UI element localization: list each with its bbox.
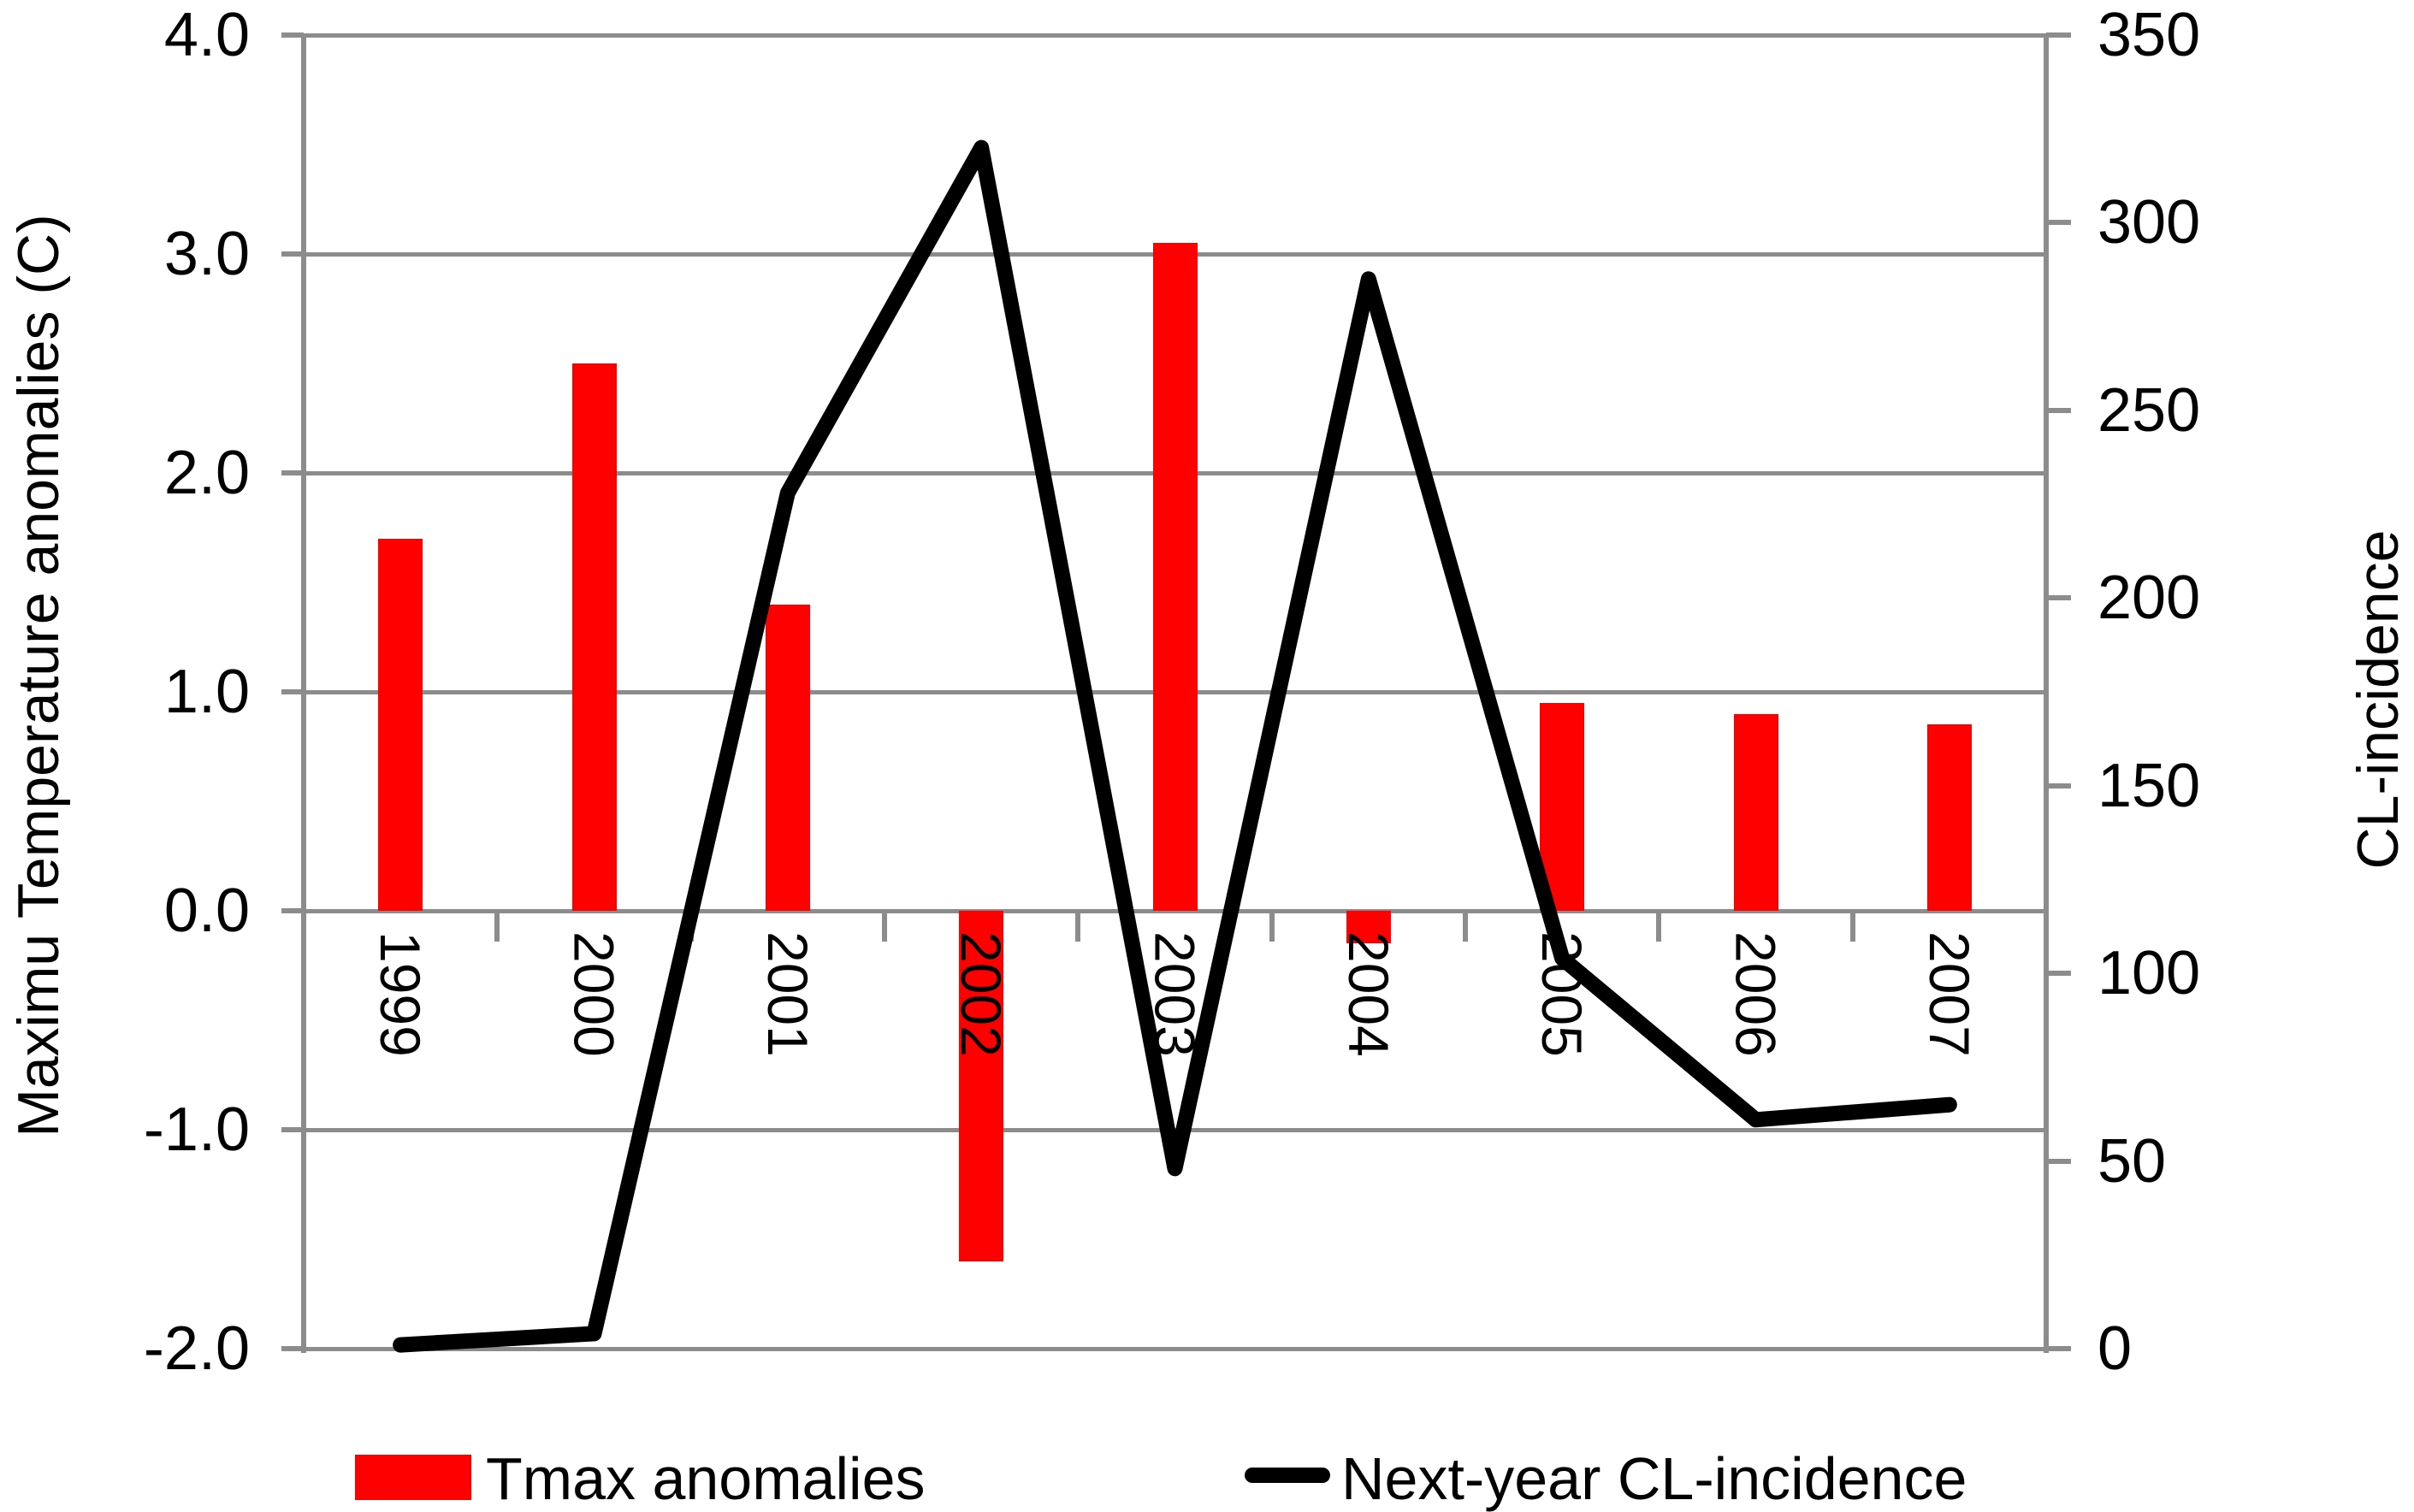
legend-swatch-next-year-cl-incidence bbox=[1245, 1468, 1330, 1483]
x-tick-label-2004: 2004 bbox=[1336, 931, 1400, 1057]
left-axis-tick-2.0 bbox=[281, 470, 304, 475]
x-tick-label-2003: 2003 bbox=[1143, 931, 1207, 1057]
x-axis-tick-0 bbox=[301, 911, 306, 942]
right-axis-tick-0 bbox=[2046, 1346, 2071, 1351]
right-axis-title: CL-incidence bbox=[2346, 529, 2411, 870]
legend-label-tmax-anomalies: Tmax anomalies bbox=[486, 1445, 926, 1512]
right-axis-tick-50 bbox=[2046, 1158, 2071, 1164]
x-axis-tick-4 bbox=[1075, 911, 1081, 942]
x-axis-tick-6 bbox=[1463, 911, 1468, 942]
left-axis-tick-3.0 bbox=[281, 251, 304, 257]
y-right-tick-label-100: 100 bbox=[2097, 939, 2201, 1008]
bar-2001 bbox=[765, 604, 810, 911]
right-axis-tick-200 bbox=[2046, 595, 2071, 601]
y-right-tick-label-200: 200 bbox=[2097, 564, 2201, 633]
y-right-tick-label-50: 50 bbox=[2097, 1126, 2167, 1196]
y-right-tick-label-150: 150 bbox=[2097, 751, 2201, 820]
y-left-tick-label-0.0: 0.0 bbox=[163, 877, 250, 945]
x-axis-tick-3 bbox=[882, 911, 887, 942]
x-axis-tick-7 bbox=[1656, 911, 1662, 942]
x-tick-label-2001: 2001 bbox=[755, 931, 819, 1057]
left-axis-tick-1.0 bbox=[281, 689, 304, 694]
left-axis-tick-4.0 bbox=[281, 32, 304, 38]
left-axis-tick-0.0 bbox=[281, 908, 304, 913]
x-tick-label-1999: 1999 bbox=[369, 931, 433, 1057]
right-axis-line bbox=[2044, 35, 2049, 1353]
left-axis-tick--1.0 bbox=[281, 1127, 304, 1132]
y-right-tick-label-350: 350 bbox=[2097, 1, 2201, 69]
y-left-tick-label--2.0: -2.0 bbox=[143, 1314, 250, 1383]
y-right-tick-label-250: 250 bbox=[2097, 375, 2201, 445]
y-right-tick-label-0: 0 bbox=[2097, 1314, 2133, 1383]
bar-2005 bbox=[1540, 702, 1585, 911]
left-axis-line bbox=[301, 35, 306, 1353]
legend-swatch-tmax-anomalies bbox=[355, 1455, 471, 1500]
bar-2000 bbox=[571, 363, 617, 911]
right-axis-tick-250 bbox=[2046, 407, 2071, 413]
x-axis-tick-2 bbox=[688, 911, 694, 942]
y-left-tick-label-3.0: 3.0 bbox=[163, 220, 250, 288]
y-left-tick-label-1.0: 1.0 bbox=[163, 658, 250, 726]
right-axis-tick-150 bbox=[2046, 783, 2071, 788]
y-left-tick-label--1.0: -1.0 bbox=[143, 1096, 250, 1164]
y-left-tick-label-4.0: 4.0 bbox=[163, 1, 250, 69]
bar-2007 bbox=[1926, 724, 1972, 911]
gridline--1.0 bbox=[304, 1127, 2046, 1132]
y-right-tick-label-300: 300 bbox=[2097, 188, 2201, 257]
x-axis-tick-9 bbox=[2044, 911, 2049, 942]
x-tick-label-2007: 2007 bbox=[1917, 931, 1981, 1057]
x-axis-tick-1 bbox=[494, 911, 500, 942]
bar-2006 bbox=[1733, 713, 1778, 911]
right-axis-tick-100 bbox=[2046, 971, 2071, 977]
x-tick-label-2002: 2002 bbox=[950, 931, 1014, 1057]
legend-label-next-year-cl-incidence: Next-year CL-incidence bbox=[1341, 1445, 1967, 1512]
x-tick-label-2005: 2005 bbox=[1530, 931, 1595, 1057]
gridline-4.0 bbox=[304, 32, 2046, 38]
x-tick-label-2006: 2006 bbox=[1724, 931, 1788, 1057]
x-tick-label-2000: 2000 bbox=[562, 931, 626, 1057]
y-left-tick-label-2.0: 2.0 bbox=[163, 439, 250, 507]
x-axis-tick-8 bbox=[1849, 911, 1855, 942]
gridline--2.0 bbox=[304, 1346, 2046, 1351]
bar-2003 bbox=[1152, 243, 1198, 911]
bar-1999 bbox=[378, 538, 423, 911]
right-axis-tick-300 bbox=[2046, 220, 2071, 226]
right-axis-tick-350 bbox=[2046, 32, 2071, 38]
x-axis-tick-5 bbox=[1269, 911, 1275, 942]
left-axis-tick--2.0 bbox=[281, 1346, 304, 1351]
